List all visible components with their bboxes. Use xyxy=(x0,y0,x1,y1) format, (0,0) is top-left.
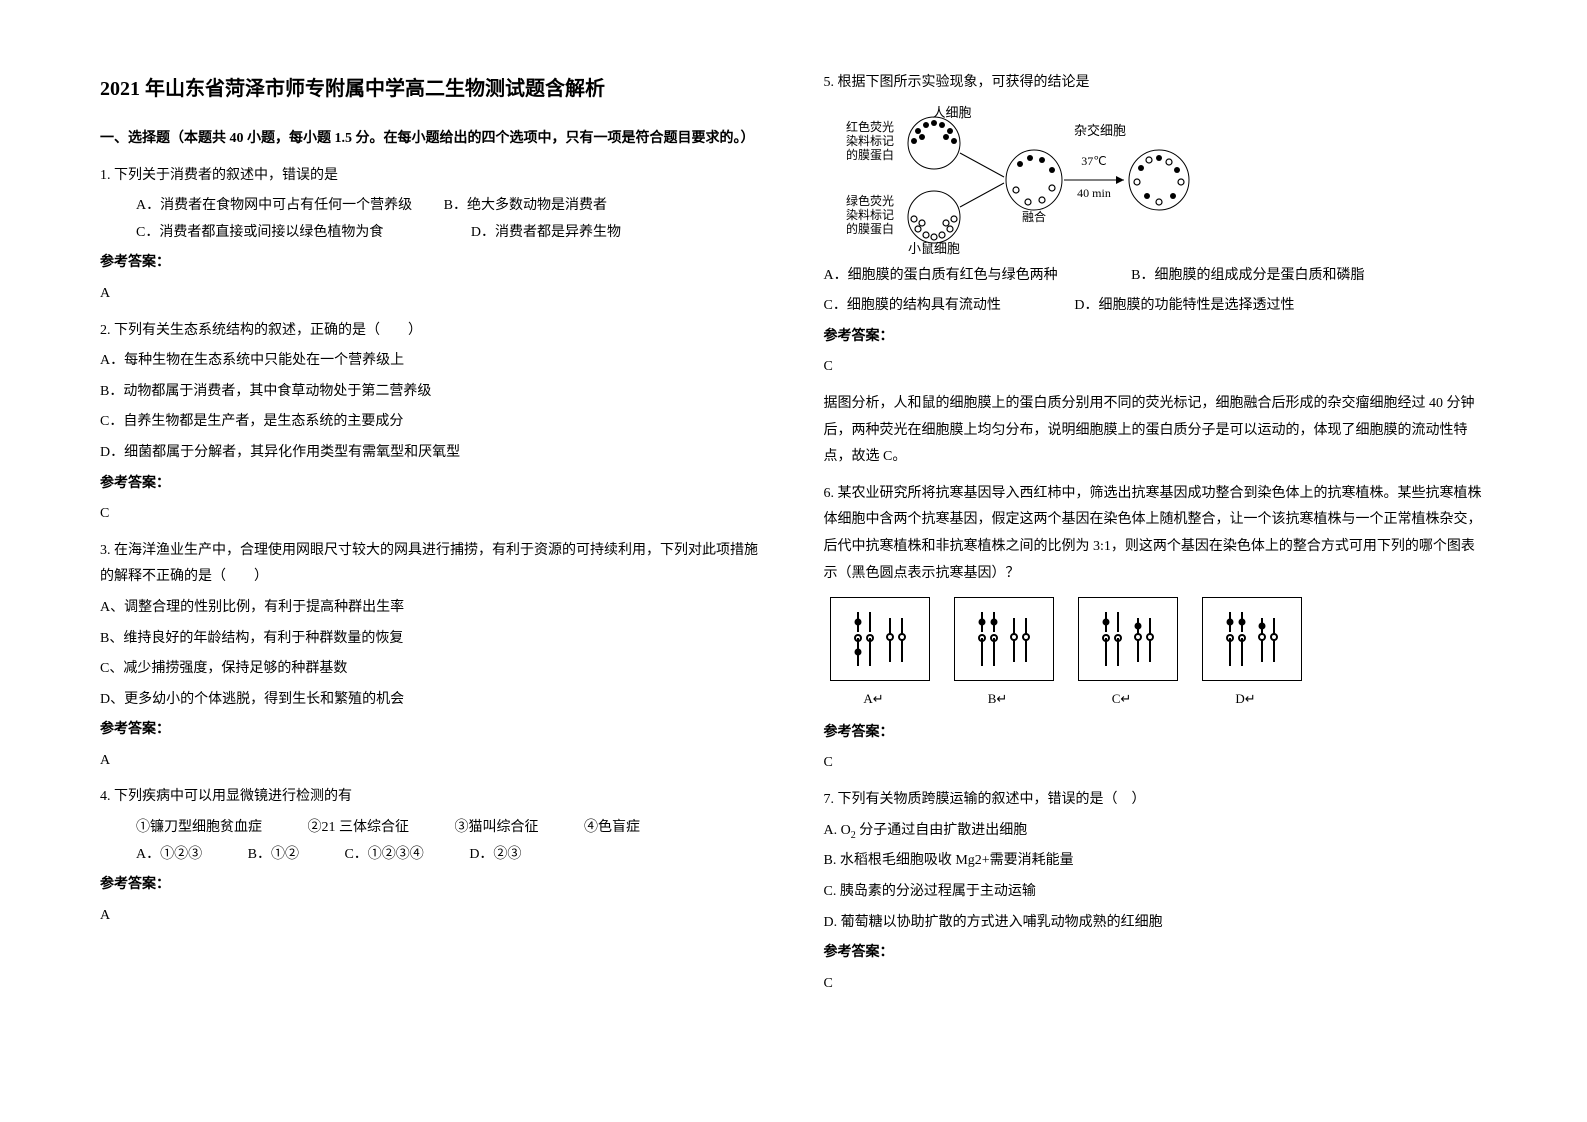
q6-fig-A xyxy=(830,597,930,681)
right-column: 5. 根据下图所示实验现象，可获得的结论是 xyxy=(824,70,1488,1052)
q4-subs: ①镰刀型细胞贫血症 ②21 三体综合征 ③猫叫综合征 ④色盲症 xyxy=(100,815,764,842)
q6-label-row: A↵ B↵ C↵ D↵ xyxy=(824,687,1488,712)
svg-text:的膜蛋白: 的膜蛋白 xyxy=(846,147,894,162)
fig-time: 40 min xyxy=(1077,186,1111,200)
svg-text:染料标记: 染料标记 xyxy=(846,133,894,148)
q4-ans-label: 参考答案： xyxy=(100,872,764,899)
q2-ans-label: 参考答案： xyxy=(100,471,764,498)
q5-optD: D．细胞膜的功能特性是选择透过性 xyxy=(1074,298,1294,313)
q7-optD: D. 葡萄糖以协助扩散的方式进入哺乳动物成熟的红细胞 xyxy=(824,910,1488,937)
q5-stem: 5. 根据下图所示实验现象，可获得的结论是 xyxy=(824,70,1488,97)
q1-optA: A．消费者在食物网中可占有任何一个营养级 xyxy=(136,198,412,213)
q3-stem: 3. 在海洋渔业生产中，合理使用网眼尺寸较大的网具进行捕捞，有利于资源的可持续利… xyxy=(100,538,764,591)
section-header: 一、选择题（本题共 40 小题，每小题 1.5 分。在每小题给出的四个选项中，只… xyxy=(100,126,764,153)
q1-optB: B．绝大多数动物是消费者 xyxy=(444,198,607,213)
q5-ans-label: 参考答案： xyxy=(824,324,1488,351)
q5-ans: C xyxy=(824,354,1488,381)
q3-optD: D、更多幼小的个体逃脱，得到生长和繁殖的机会 xyxy=(100,687,764,714)
q2-optB: B．动物都属于消费者，其中食草动物处于第二营养级 xyxy=(100,379,764,406)
q3-ans: A xyxy=(100,748,764,775)
q4-opts: A．①②③ B．①② C．①②③④ D．②③ xyxy=(100,842,764,869)
q3-optC: C、减少捕捞强度，保持足够的种群基数 xyxy=(100,656,764,683)
fig-hybrid: 杂交细胞 xyxy=(1074,123,1126,138)
question-2: 2. 下列有关生态系统结构的叙述，正确的是（ ） A．每种生物在生态系统中只能处… xyxy=(100,318,764,528)
q7-ans: C xyxy=(824,971,1488,998)
left-column: 2021 年山东省菏泽市师专附属中学高二生物测试题含解析 一、选择题（本题共 4… xyxy=(100,70,764,1052)
q1-row2: C．消费者都直接或间接以绿色植物为食 D．消费者都是异养生物 xyxy=(100,220,764,247)
q6-ans: C xyxy=(824,750,1488,777)
q6-fig-D xyxy=(1202,597,1302,681)
q6-fig-C xyxy=(1078,597,1178,681)
q7-ans-label: 参考答案： xyxy=(824,940,1488,967)
q6-stem: 6. 某农业研究所将抗寒基因导入西红柿中，筛选出抗寒基因成功整合到染色体上的抗寒… xyxy=(824,481,1488,587)
q5-row1: A．细胞膜的蛋白质有红色与绿色两种 B．细胞膜的组成成分是蛋白质和磷脂 xyxy=(824,263,1488,290)
q7-optB: B. 水稻根毛细胞吸收 Mg2+需要消耗能量 xyxy=(824,848,1488,875)
q1-stem: 1. 下列关于消费者的叙述中，错误的是 xyxy=(100,163,764,190)
fig-red: 红色荧光 xyxy=(846,119,894,134)
q5-figure: 人细胞 红色荧光 染料标记 的膜蛋白 绿色荧光 染料标记 的膜蛋白 小鼠细胞 融… xyxy=(844,105,1204,255)
q4-sub4: ④色盲症 xyxy=(584,820,640,835)
q7-optA-post: 分子通过自由扩散进出细胞 xyxy=(856,823,1028,838)
svg-text:的膜蛋白: 的膜蛋白 xyxy=(846,221,894,236)
q4-optC: C．①②③④ xyxy=(344,847,423,862)
q7-optA: A. O2 分子通过自由扩散进出细胞 xyxy=(824,818,1488,845)
q5-optB: B．细胞膜的组成成分是蛋白质和磷脂 xyxy=(1131,268,1364,283)
q4-sub2: ②21 三体综合征 xyxy=(308,820,410,835)
q2-ans: C xyxy=(100,501,764,528)
q7-optC: C. 胰岛素的分泌过程属于主动运输 xyxy=(824,879,1488,906)
q4-optA: A．①②③ xyxy=(136,847,202,862)
q2-optC: C．自养生物都是生产者，是生态系统的主要成分 xyxy=(100,409,764,436)
q5-optC: C．细胞膜的结构具有流动性 xyxy=(824,298,1001,313)
q1-ans-label: 参考答案： xyxy=(100,250,764,277)
fig-green: 绿色荧光 xyxy=(846,193,894,208)
fig-human: 人细胞 xyxy=(932,105,971,120)
question-6: 6. 某农业研究所将抗寒基因导入西红柿中，筛选出抗寒基因成功整合到染色体上的抗寒… xyxy=(824,481,1488,777)
q2-optA: A．每种生物在生态系统中只能处在一个营养级上 xyxy=(100,348,764,375)
q6-labelB: B↵ xyxy=(948,687,1048,712)
q7-stem: 7. 下列有关物质跨膜运输的叙述中，错误的是（ ） xyxy=(824,787,1488,814)
q4-optD: D．②③ xyxy=(469,847,521,862)
q1-optD: D．消费者都是异养生物 xyxy=(471,225,621,240)
q1-optC: C．消费者都直接或间接以绿色植物为食 xyxy=(136,225,383,240)
q5-optA: A．细胞膜的蛋白质有红色与绿色两种 xyxy=(824,268,1058,283)
q4-ans: A xyxy=(100,903,764,930)
q6-labelA: A↵ xyxy=(824,687,924,712)
q3-optB: B、维持良好的年龄结构，有利于种群数量的恢复 xyxy=(100,626,764,653)
q3-ans-label: 参考答案： xyxy=(100,717,764,744)
q1-row1: A．消费者在食物网中可占有任何一个营养级 B．绝大多数动物是消费者 xyxy=(100,193,764,220)
fig-temp: 37℃ xyxy=(1081,154,1106,168)
q4-optB: B．①② xyxy=(248,847,299,862)
q2-stem: 2. 下列有关生态系统结构的叙述，正确的是（ ） xyxy=(100,318,764,345)
q6-fig-B xyxy=(954,597,1054,681)
question-7: 7. 下列有关物质跨膜运输的叙述中，错误的是（ ） A. O2 分子通过自由扩散… xyxy=(824,787,1488,997)
q5-row2: C．细胞膜的结构具有流动性 D．细胞膜的功能特性是选择透过性 xyxy=(824,293,1488,320)
q2-optD: D．细菌都属于分解者，其异化作用类型有需氧型和厌氧型 xyxy=(100,440,764,467)
q4-stem: 4. 下列疾病中可以用显微镜进行检测的有 xyxy=(100,784,764,811)
fig-fuse: 融合 xyxy=(1021,209,1045,224)
q6-ans-label: 参考答案： xyxy=(824,720,1488,747)
question-3: 3. 在海洋渔业生产中，合理使用网眼尺寸较大的网具进行捕捞，有利于资源的可持续利… xyxy=(100,538,764,775)
q6-labelC: C↵ xyxy=(1072,687,1172,712)
fig-mouse: 小鼠细胞 xyxy=(907,241,959,255)
q4-sub1: ①镰刀型细胞贫血症 xyxy=(136,820,262,835)
q4-sub3: ③猫叫综合征 xyxy=(455,820,539,835)
q1-ans: A xyxy=(100,281,764,308)
q3-optA: A、调整合理的性别比例，有利于提高种群出生率 xyxy=(100,595,764,622)
q6-figure-row xyxy=(830,597,1488,681)
svg-text:染料标记: 染料标记 xyxy=(846,207,894,222)
question-1: 1. 下列关于消费者的叙述中，错误的是 A．消费者在食物网中可占有任何一个营养级… xyxy=(100,163,764,308)
doc-title: 2021 年山东省菏泽市师专附属中学高二生物测试题含解析 xyxy=(100,70,764,108)
question-5: 5. 根据下图所示实验现象，可获得的结论是 xyxy=(824,70,1488,471)
q5-explain: 据图分析，人和鼠的细胞膜上的蛋白质分别用不同的荧光标记，细胞融合后形成的杂交瘤细… xyxy=(824,391,1488,471)
q7-optA-pre: A. O xyxy=(824,823,851,838)
question-4: 4. 下列疾病中可以用显微镜进行检测的有 ①镰刀型细胞贫血症 ②21 三体综合征… xyxy=(100,784,764,929)
q6-labelD: D↵ xyxy=(1196,687,1296,712)
